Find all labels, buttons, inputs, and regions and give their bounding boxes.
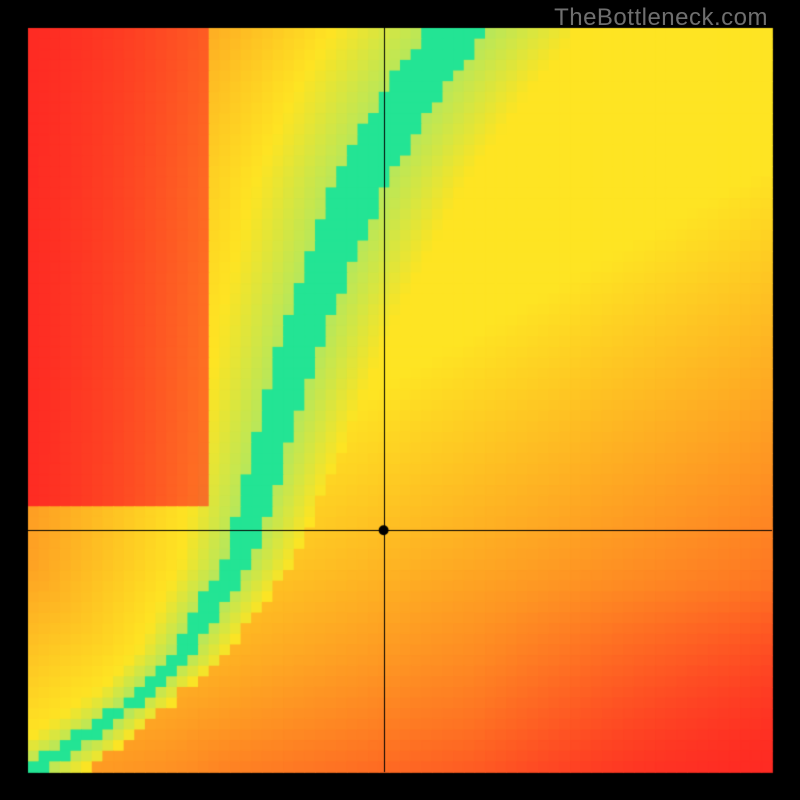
bottleneck-heatmap — [0, 0, 800, 800]
chart-container: TheBottleneck.com — [0, 0, 800, 800]
